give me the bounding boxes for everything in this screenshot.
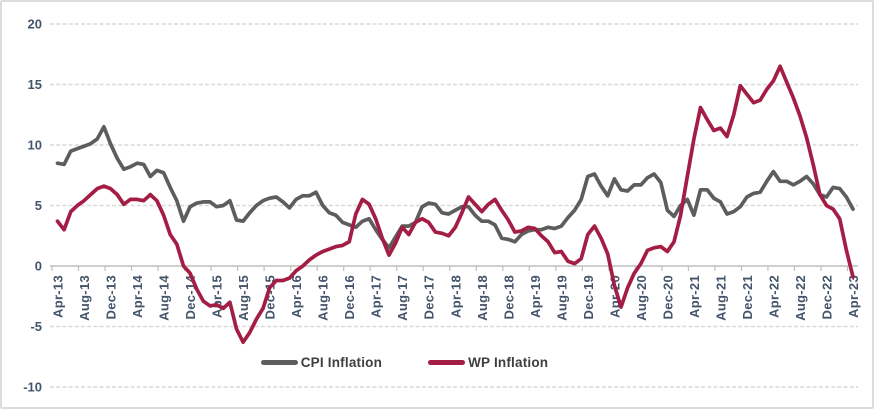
x-tick-label: Dec-13: [104, 275, 119, 319]
x-tick-label: Aug-22: [793, 275, 808, 321]
x-tick-label: Apr-22: [766, 275, 781, 318]
x-tick-label: Apr-21: [687, 275, 702, 318]
x-tick-label: Aug-21: [713, 275, 728, 321]
x-tick-label: Apr-23: [846, 275, 861, 318]
legend-item-wpi: WP Inflation: [428, 355, 548, 370]
cpi-line-swatch: [260, 360, 298, 365]
legend-label-cpi: CPI Inflation: [300, 355, 383, 370]
x-tick-label: Aug-16: [316, 275, 331, 321]
y-tick-label: -5: [30, 319, 42, 334]
x-tick-label: Dec-17: [422, 275, 437, 319]
wp-inflation-line: [55, 64, 855, 345]
y-tick-label: 5: [35, 198, 42, 213]
cpi-inflation-line: [55, 124, 855, 250]
x-tick-label: Dec-18: [501, 275, 516, 319]
legend-label-wpi: WP Inflation: [468, 355, 549, 370]
chart-legend: CPI Inflation WP Inflation: [2, 355, 807, 370]
x-tick-label: Apr-14: [130, 275, 145, 318]
x-tick-label: Apr-13: [51, 275, 66, 318]
y-tick-label: 0: [35, 259, 42, 274]
legend-item-cpi: CPI Inflation: [260, 355, 383, 370]
wpi-line-swatch: [428, 360, 466, 365]
x-tick-label: Aug-15: [236, 275, 251, 321]
x-tick-label: Apr-19: [528, 275, 543, 318]
x-tick-label: Dec-15: [263, 275, 278, 319]
x-tick-label: Dec-21: [740, 275, 755, 319]
x-tick-label: Apr-18: [448, 275, 463, 318]
x-tick-label: Dec-22: [819, 275, 834, 319]
x-tick-label: Aug-13: [77, 275, 92, 321]
y-tick-label: 20: [28, 17, 42, 32]
y-tick-label: 10: [28, 138, 42, 153]
x-tick-label: Dec-20: [660, 275, 675, 319]
y-tick-label: 15: [28, 77, 42, 92]
x-tick-label: Apr-20: [607, 275, 622, 318]
x-tick-label: Aug-18: [475, 275, 490, 321]
x-tick-label: Aug-20: [634, 275, 649, 321]
x-tick-label: Aug-17: [395, 275, 410, 321]
x-tick-label: Aug-19: [554, 275, 569, 321]
x-tick-label: Aug-14: [157, 275, 172, 321]
y-tick-label: -10: [23, 380, 42, 395]
x-tick-label: Dec-19: [581, 275, 596, 319]
x-tick-label: Apr-15: [210, 275, 225, 318]
x-tick-label: Dec-14: [183, 275, 198, 320]
x-tick-label: Dec-16: [342, 275, 357, 319]
x-tick-label: Apr-17: [369, 275, 384, 318]
x-tick-label: Apr-16: [289, 275, 304, 318]
